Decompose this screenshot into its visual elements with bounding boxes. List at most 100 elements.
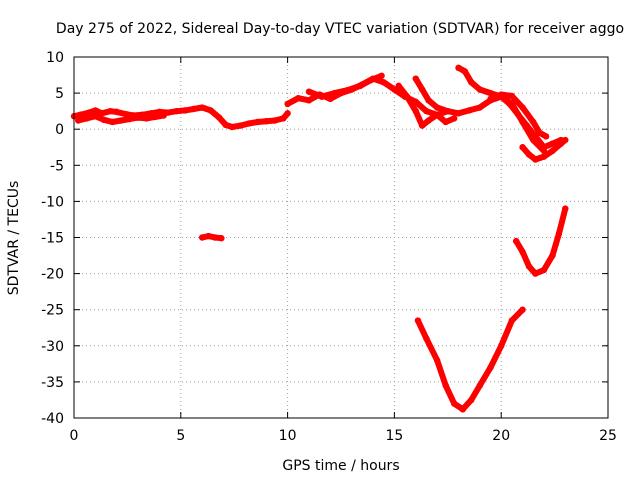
data-point [530,118,537,126]
data-point [380,79,387,86]
data-point [117,117,125,124]
data-point [433,357,441,364]
data-point [465,107,473,114]
data-point [555,230,563,238]
data-point [542,133,550,140]
data-point [92,113,99,120]
data-point [77,111,84,118]
data-point [530,136,537,144]
data-point [549,147,556,155]
data-point [211,234,219,241]
data-series [70,64,569,413]
data-point [173,107,180,115]
series-arc-2 [199,233,225,242]
data-point [519,118,526,126]
y-tick-label: 0 [55,122,64,138]
data-point [391,86,398,93]
data-point [83,115,91,122]
data-point [508,317,516,324]
data-point [107,107,114,115]
data-point [237,122,244,129]
data-point [75,117,82,124]
data-point [487,89,494,97]
chart-title: Day 275 of 2022, Sidereal Day-to-day VTE… [56,21,624,37]
data-point [85,109,93,116]
series-arc-7 [513,205,569,277]
data-point [245,120,253,127]
data-point [468,79,475,86]
data-point [498,91,505,98]
data-point [487,95,494,103]
data-point [160,112,167,119]
data-point [557,140,565,147]
data-point [254,118,261,126]
data-point [451,115,458,122]
data-point [412,75,419,82]
data-point [395,82,402,90]
data-point [444,107,451,115]
data-point [498,342,505,349]
data-point [134,114,142,121]
data-point [331,89,338,97]
x-tick-label: 20 [492,428,510,444]
data-point [455,64,462,72]
data-point [418,122,426,129]
data-point [532,156,539,163]
y-tick-label: 5 [55,86,64,102]
data-point [418,86,426,93]
data-point [100,116,108,124]
y-tick-label: -15 [41,231,64,247]
data-point [284,100,291,108]
data-point [442,382,449,389]
data-point [404,93,411,100]
data-point [423,335,430,342]
data-point [367,76,375,84]
data-point [433,104,441,111]
series-arc-1 [71,104,291,130]
data-point [540,153,548,160]
data-point [433,111,441,118]
data-point [414,317,422,324]
data-point [519,144,526,151]
data-point [378,72,385,79]
data-point [151,113,159,121]
data-point [263,118,270,125]
data-point [216,114,223,121]
x-axis-label: GPS time / hours [282,458,399,474]
data-point [455,110,462,117]
data-point [476,104,484,111]
data-point [190,105,197,113]
y-tick-label: -25 [41,303,64,319]
x-tick-label: 25 [599,428,617,444]
y-tick-label: -5 [50,158,64,174]
data-point [562,205,569,212]
data-point [205,232,212,240]
data-point [525,263,533,270]
data-point [222,121,229,129]
data-point [468,396,475,404]
y-tick-label: -10 [41,194,64,210]
data-point [181,107,189,114]
data-point [532,270,539,277]
x-tick-label: 0 [70,428,79,444]
data-point [228,123,236,131]
data-point [357,82,364,90]
data-point [109,118,116,126]
data-point [295,94,302,102]
data-point [305,97,313,104]
y-tick-label: -40 [41,411,64,427]
x-tick-label: 15 [385,428,403,444]
y-tick-label: -20 [41,267,64,283]
data-point [519,306,526,313]
y-tick-label: 10 [46,50,64,66]
data-point [318,93,325,100]
data-point [562,136,569,144]
data-point [412,107,419,115]
data-point [143,115,150,122]
x-tick-label: 10 [279,428,297,444]
data-point [113,108,120,116]
data-point [476,382,484,389]
data-point [122,110,129,118]
data-point [344,87,351,94]
